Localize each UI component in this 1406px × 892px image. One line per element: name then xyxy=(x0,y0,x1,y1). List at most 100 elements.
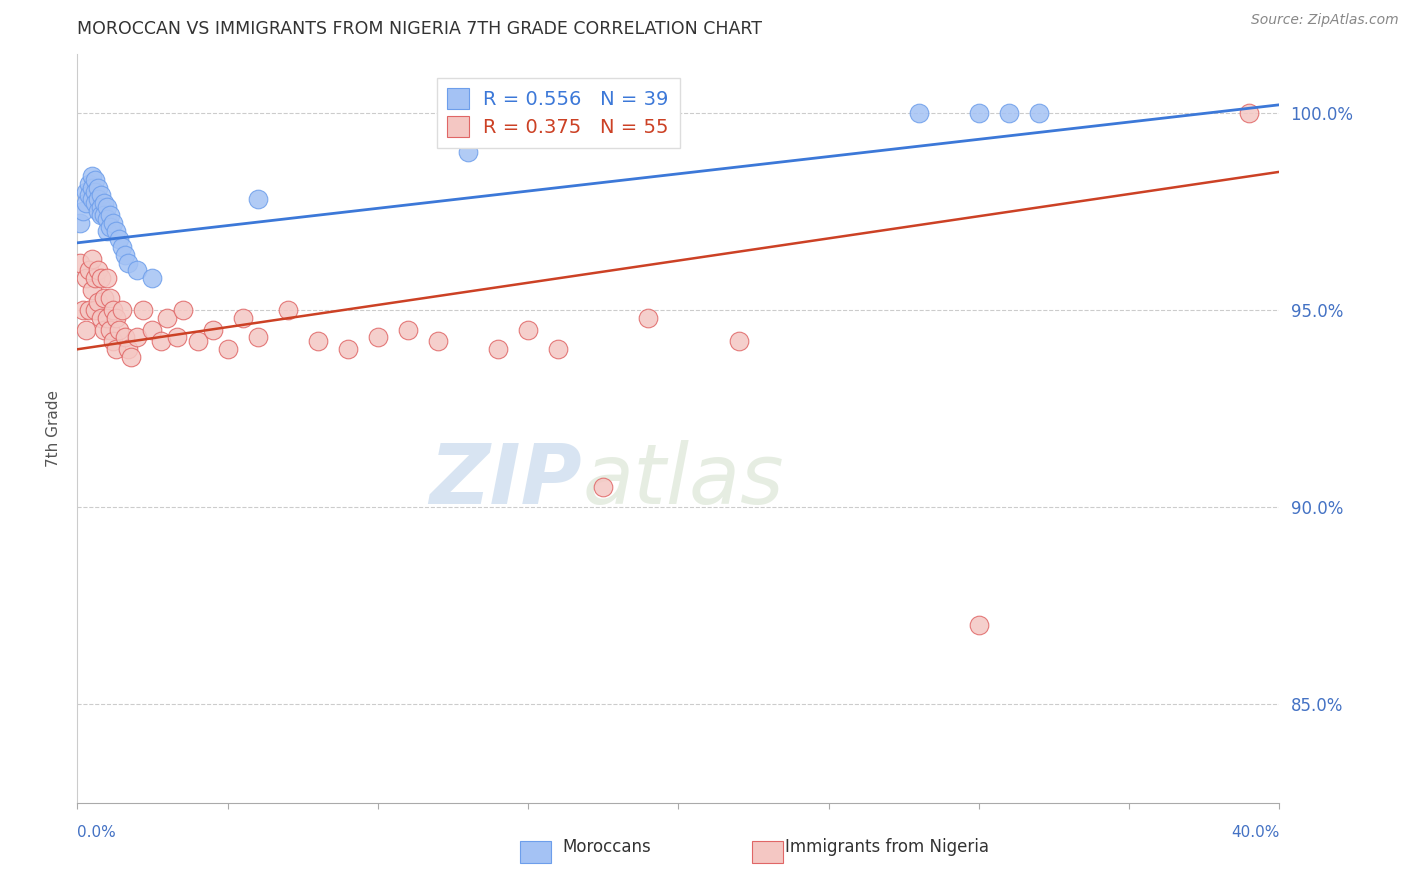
Point xyxy=(93,322,115,336)
Text: MOROCCAN VS IMMIGRANTS FROM NIGERIA 7TH GRADE CORRELATION CHART: MOROCCAN VS IMMIGRANTS FROM NIGERIA 7TH … xyxy=(77,21,762,38)
Point xyxy=(84,185,107,199)
Point xyxy=(232,310,254,325)
Point xyxy=(1239,105,1261,120)
Text: atlas: atlas xyxy=(582,440,785,521)
Point xyxy=(90,208,112,222)
Point xyxy=(246,193,269,207)
Point xyxy=(82,169,104,183)
Point xyxy=(79,302,101,317)
Point xyxy=(111,302,134,317)
Point xyxy=(908,105,931,120)
Point xyxy=(69,255,91,269)
Point xyxy=(87,180,110,194)
Point xyxy=(79,263,101,277)
Point xyxy=(100,291,122,305)
Point xyxy=(117,255,139,269)
Text: ZIP: ZIP xyxy=(430,440,582,521)
Point xyxy=(217,343,239,357)
Point xyxy=(69,216,91,230)
Point xyxy=(105,343,128,357)
Point xyxy=(132,302,155,317)
Point xyxy=(79,177,101,191)
Point xyxy=(96,200,118,214)
Point xyxy=(75,185,97,199)
Point xyxy=(114,247,136,261)
Point xyxy=(93,196,115,211)
Point xyxy=(96,224,118,238)
Point xyxy=(156,310,179,325)
Point xyxy=(90,200,112,214)
Point xyxy=(72,302,94,317)
Point xyxy=(90,271,112,285)
Point xyxy=(84,172,107,186)
Point xyxy=(72,204,94,219)
Point xyxy=(141,322,163,336)
Point xyxy=(277,302,299,317)
Point xyxy=(90,310,112,325)
Point xyxy=(547,343,569,357)
Point xyxy=(486,343,509,357)
Point xyxy=(100,208,122,222)
Point xyxy=(93,291,115,305)
Point xyxy=(141,271,163,285)
Point xyxy=(87,204,110,219)
Point xyxy=(201,322,224,336)
Point xyxy=(105,224,128,238)
Point xyxy=(336,343,359,357)
Point xyxy=(517,322,540,336)
Point xyxy=(96,310,118,325)
Point xyxy=(82,193,104,207)
Text: 0.0%: 0.0% xyxy=(77,825,117,839)
Point xyxy=(187,334,209,349)
Point xyxy=(396,322,419,336)
Point xyxy=(114,330,136,344)
Point xyxy=(75,322,97,336)
Point xyxy=(592,480,614,494)
Point xyxy=(79,188,101,202)
Point xyxy=(96,212,118,227)
Point xyxy=(367,330,389,344)
Point xyxy=(120,350,142,364)
Point xyxy=(172,302,194,317)
Point xyxy=(108,322,131,336)
Legend: R = 0.556   N = 39, R = 0.375   N = 55: R = 0.556 N = 39, R = 0.375 N = 55 xyxy=(436,78,681,148)
Point xyxy=(127,330,149,344)
Point xyxy=(307,334,329,349)
Text: 40.0%: 40.0% xyxy=(1232,825,1279,839)
Point xyxy=(103,216,125,230)
Point xyxy=(166,330,188,344)
Point xyxy=(82,283,104,297)
Point xyxy=(111,240,134,254)
Point xyxy=(100,322,122,336)
Point xyxy=(90,188,112,202)
Point xyxy=(727,334,749,349)
Y-axis label: 7th Grade: 7th Grade xyxy=(46,390,62,467)
Point xyxy=(1028,105,1050,120)
Point xyxy=(84,196,107,211)
Point xyxy=(967,105,990,120)
Point xyxy=(87,263,110,277)
Point xyxy=(967,618,990,632)
Text: Source: ZipAtlas.com: Source: ZipAtlas.com xyxy=(1251,13,1399,28)
Point xyxy=(998,105,1021,120)
Point xyxy=(75,271,97,285)
Point xyxy=(108,232,131,246)
Point xyxy=(96,271,118,285)
Point xyxy=(427,334,450,349)
Point xyxy=(246,330,269,344)
Point xyxy=(87,193,110,207)
Point xyxy=(127,263,149,277)
Point xyxy=(457,145,479,160)
Point xyxy=(105,310,128,325)
Point xyxy=(103,334,125,349)
Point xyxy=(82,252,104,266)
Text: Immigrants from Nigeria: Immigrants from Nigeria xyxy=(785,838,988,855)
Point xyxy=(75,196,97,211)
Point xyxy=(82,180,104,194)
Point xyxy=(87,295,110,310)
Point xyxy=(150,334,173,349)
Point xyxy=(84,271,107,285)
Point xyxy=(84,302,107,317)
Text: Moroccans: Moroccans xyxy=(562,838,651,855)
Point xyxy=(117,343,139,357)
